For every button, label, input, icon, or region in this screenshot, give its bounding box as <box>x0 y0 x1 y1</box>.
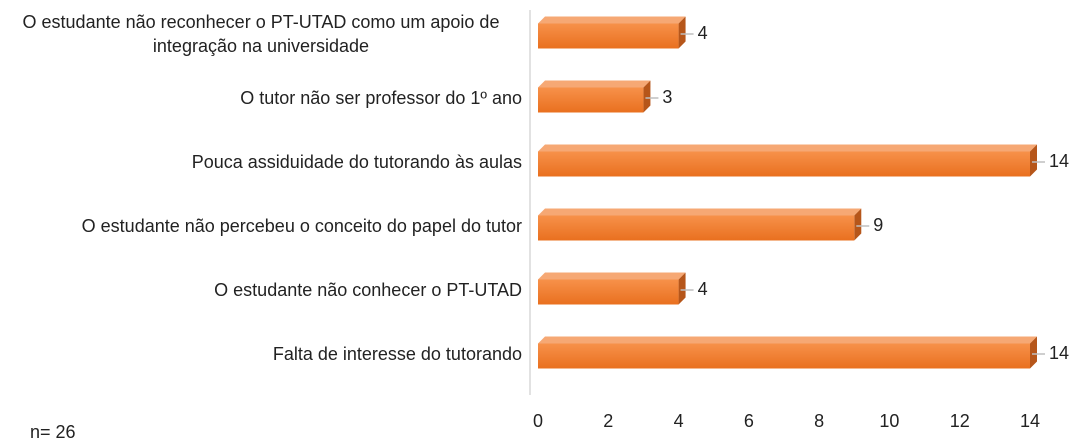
bar-side <box>643 80 651 113</box>
bar <box>538 215 855 241</box>
bar-top <box>538 336 1037 344</box>
data-label: 4 <box>698 279 708 299</box>
x-tick-label: 6 <box>744 411 754 431</box>
y-tick-label: Falta de interesse do tutorando <box>272 344 522 364</box>
x-tick-label: 10 <box>879 411 899 431</box>
bar-top <box>538 208 862 216</box>
category-label-box: Falta de interesse do tutorando <box>0 342 522 366</box>
category-label-box: O estudante não reconhecer o PT-UTAD com… <box>0 10 522 58</box>
y-tick-label: O estudante não reconhecer o PT-UTAD com… <box>22 12 500 56</box>
bar-top <box>538 272 686 280</box>
data-label: 14 <box>1049 151 1069 171</box>
category-label-box: O tutor não ser professor do 1º ano <box>0 86 522 110</box>
bar-side <box>1030 144 1037 177</box>
y-tick-label: O estudante não conhecer o PT-UTAD <box>214 280 522 300</box>
x-tick-label: 2 <box>603 411 613 431</box>
y-tick-label: O estudante não percebeu o conceito do p… <box>81 216 522 236</box>
category-label-box: Pouca assiduidade do tutorando às aulas <box>0 150 522 174</box>
y-tick-label: O tutor não ser professor do 1º ano <box>240 88 522 108</box>
bar-side <box>678 272 686 305</box>
bar <box>538 151 1030 177</box>
data-label: 3 <box>662 87 672 107</box>
x-tick-label: 12 <box>950 411 970 431</box>
bar <box>538 23 679 49</box>
y-tick-label: Pouca assiduidade do tutorando às aulas <box>191 152 522 172</box>
bar <box>538 279 679 305</box>
data-label: 4 <box>698 23 708 43</box>
bar-top <box>538 80 651 88</box>
category-label-box: O estudante não percebeu o conceito do p… <box>0 214 522 238</box>
data-label: 9 <box>873 215 883 235</box>
bar-top <box>538 16 686 24</box>
x-tick-label: 4 <box>674 411 684 431</box>
x-tick-label: 14 <box>1020 411 1040 431</box>
bar <box>538 343 1030 369</box>
annotation: n= 26 <box>30 422 76 442</box>
bar-side <box>678 16 686 49</box>
bar <box>538 87 644 113</box>
bar-side <box>1030 336 1037 369</box>
category-label-box: O estudante não conhecer o PT-UTAD <box>0 278 522 302</box>
data-label: 14 <box>1049 343 1069 363</box>
x-tick-label: 8 <box>814 411 824 431</box>
bar-side <box>854 208 862 241</box>
bar-top <box>538 144 1037 152</box>
x-tick-label: 0 <box>533 411 543 431</box>
